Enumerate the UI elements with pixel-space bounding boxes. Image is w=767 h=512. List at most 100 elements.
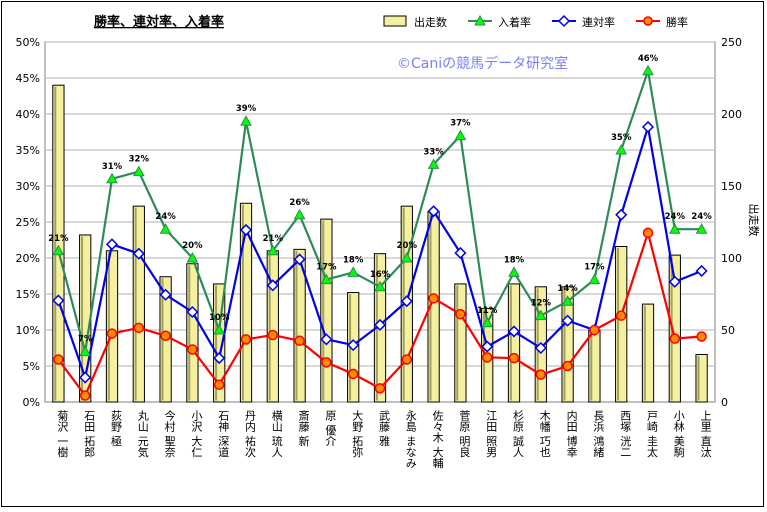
category-label: 小沢 大仁 xyxy=(190,410,203,458)
left-tick-label: 10% xyxy=(16,324,40,337)
data-label: 21% xyxy=(263,234,284,244)
legend-marker xyxy=(474,14,486,26)
category-label: 大野 拓弥 xyxy=(351,409,364,458)
diamond-marker xyxy=(186,305,199,319)
bar-starts xyxy=(454,283,467,403)
data-label: 35% xyxy=(611,133,632,143)
triangle-marker xyxy=(240,115,252,126)
category-label: 斎藤 新 xyxy=(297,409,310,447)
right-tick-label: 200 xyxy=(721,108,742,121)
category-label: 木幡 巧也 xyxy=(538,410,551,458)
diamond-marker xyxy=(615,208,628,221)
diamond-marker xyxy=(293,253,306,266)
left-tick-label: 50% xyxy=(16,36,40,49)
data-label: 39% xyxy=(236,104,257,114)
triangle-marker xyxy=(695,223,708,234)
data-label: 10% xyxy=(209,313,230,323)
data-label: 14% xyxy=(557,284,578,294)
data-label: 24% xyxy=(155,212,176,222)
bar-shade xyxy=(54,86,57,401)
left-tick-label: 30% xyxy=(16,180,40,193)
bar-starts xyxy=(132,205,145,403)
category-label: 丸山 元気 xyxy=(136,410,149,458)
category-label: 丹内 祐次 xyxy=(244,410,257,458)
category-label: 今村 聖奈 xyxy=(163,409,176,458)
bar-shade xyxy=(697,355,700,401)
category-label: 内田 博幸 xyxy=(565,409,578,458)
category-label: 菊沢 一樹 xyxy=(56,410,69,458)
left-tick-label: 0% xyxy=(23,396,40,409)
circle-marker xyxy=(562,360,573,372)
legend-label: 連対率 xyxy=(582,15,615,29)
circle-marker xyxy=(696,331,707,342)
circle-marker xyxy=(535,369,547,380)
triangle-marker xyxy=(508,266,520,277)
diamond-marker xyxy=(239,223,253,236)
data-label: 24% xyxy=(665,212,686,222)
bar-shade xyxy=(107,252,110,401)
right-tick-label: 250 xyxy=(721,36,742,49)
bar-shade xyxy=(643,305,646,401)
data-label: 33% xyxy=(423,147,444,157)
circle-marker xyxy=(428,293,439,304)
circle-marker xyxy=(240,334,252,345)
diamond-marker xyxy=(79,371,92,384)
diamond-marker xyxy=(320,333,333,346)
triangle-marker xyxy=(52,244,65,256)
diamond-marker xyxy=(641,120,655,134)
circle-marker xyxy=(347,368,359,380)
diamond-marker xyxy=(695,264,708,278)
circle-marker xyxy=(481,352,493,363)
triangle-marker xyxy=(642,64,654,76)
diamond-marker xyxy=(159,288,172,301)
bar-shade xyxy=(268,252,271,401)
data-label: 20% xyxy=(182,241,203,251)
circle-marker xyxy=(160,330,171,342)
bar-shade xyxy=(322,220,325,401)
circle-marker xyxy=(79,390,91,401)
data-label: 7% xyxy=(78,335,93,345)
bar-shade xyxy=(456,285,459,401)
circle-marker xyxy=(642,227,654,239)
bar-shade xyxy=(563,288,566,401)
diamond-marker xyxy=(481,340,494,353)
triangle-marker xyxy=(481,316,494,328)
triangle-marker xyxy=(79,345,92,357)
data-label: 46% xyxy=(638,54,659,64)
category-label: 石神 深道 xyxy=(217,410,230,458)
triangle-marker xyxy=(374,280,386,292)
diamond-marker xyxy=(105,238,119,251)
watermark: ©Caniの競馬データ研究室 xyxy=(397,55,568,72)
diamond-marker xyxy=(427,205,440,218)
category-label: 佐々木 大輔 xyxy=(431,409,444,469)
diamond-marker xyxy=(52,294,65,307)
diamond-marker xyxy=(213,352,226,365)
diamond-marker xyxy=(132,247,145,260)
bar-starts xyxy=(668,254,681,403)
triangle-marker xyxy=(615,143,628,155)
bar-starts xyxy=(186,263,199,403)
category-label: 原 優介 xyxy=(324,410,337,447)
circle-marker xyxy=(213,379,225,390)
left-tick-label: 25% xyxy=(16,216,40,229)
right-tick-label: 0 xyxy=(721,396,728,409)
triangle-marker xyxy=(534,309,547,321)
legend-marker xyxy=(557,14,571,28)
legend-label: 入着率 xyxy=(498,15,531,29)
triangle-marker xyxy=(106,172,118,184)
left-tick-label: 5% xyxy=(23,360,40,373)
category-label: 武藤 雅 xyxy=(378,410,391,447)
diamond-marker xyxy=(534,341,547,355)
bar-shade xyxy=(590,331,593,401)
category-label: 戸崎 圭太 xyxy=(646,410,659,458)
legend-label: 出走数 xyxy=(414,15,447,29)
circle-marker xyxy=(589,324,600,336)
circle-marker xyxy=(508,352,520,364)
circle-marker xyxy=(267,329,279,341)
chart-title: 勝率、連対率、入着率 xyxy=(94,14,224,30)
data-label: 17% xyxy=(584,263,605,273)
bar-shade xyxy=(509,285,512,401)
bar-starts xyxy=(641,303,655,403)
triangle-marker xyxy=(132,165,145,177)
